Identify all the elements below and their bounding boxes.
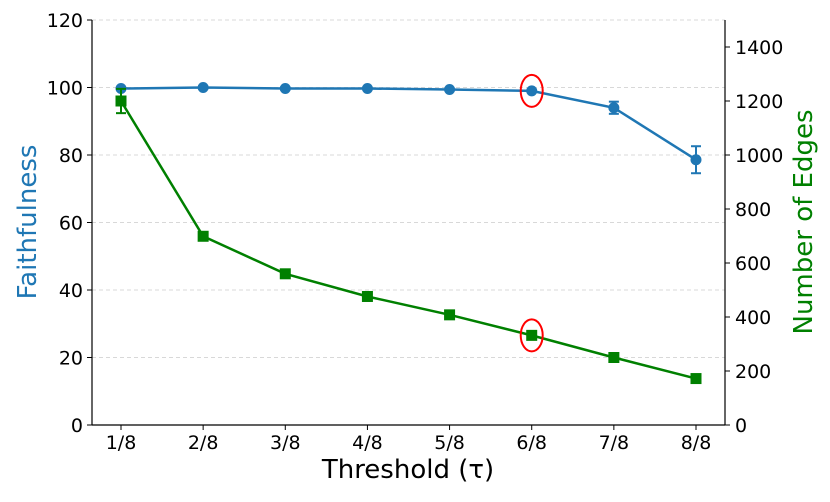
series-line-1 (119, 100, 697, 380)
y-right-tick-label: 400 (735, 307, 771, 329)
data-point-square (115, 95, 127, 107)
data-point-square (279, 268, 291, 280)
y-left-tick-label: 100 (47, 78, 83, 100)
y-right-tick-label: 1000 (735, 145, 783, 167)
y-right-axis-label: Number of Edges (789, 109, 819, 334)
x-tick-label: 2/8 (188, 432, 219, 454)
data-point-circle (361, 83, 373, 95)
x-tick-label: 8/8 (681, 432, 712, 454)
data-point-square (690, 373, 702, 385)
x-tick-label: 1/8 (106, 432, 137, 454)
y-right-tick-label: 1200 (735, 91, 783, 113)
y-right-tick-label: 600 (735, 253, 771, 275)
x-axis-label: Threshold (τ) (321, 455, 494, 485)
data-point-square (526, 329, 538, 341)
x-tick-label: 5/8 (434, 432, 465, 454)
y-left-axis-label: Faithfulness (13, 145, 43, 300)
data-point-square (444, 309, 456, 321)
data-point-circle (279, 83, 291, 95)
data-point-circle (197, 82, 209, 93)
y-right-tick-label: 800 (735, 199, 771, 221)
x-tick-label: 3/8 (270, 432, 301, 454)
y-right-tick-label: 200 (735, 361, 771, 383)
highlight-ellipse (519, 318, 544, 353)
y-right-tick-label: 0 (735, 415, 747, 437)
data-point-circle (608, 102, 620, 114)
highlight-ellipse (519, 73, 544, 108)
data-point-square (608, 352, 620, 363)
data-point-square (197, 230, 209, 242)
y-left-tick-label: 20 (59, 348, 83, 370)
y-left-tick-label: 120 (47, 10, 83, 32)
y-left-tick-label: 80 (59, 145, 83, 167)
series-line-0 (120, 86, 697, 161)
x-tick-label: 4/8 (352, 432, 383, 454)
data-point-circle (690, 154, 702, 166)
data-point-square (361, 290, 373, 302)
y-left-tick-label: 40 (59, 280, 83, 302)
x-tick-label: 6/8 (516, 432, 547, 454)
x-tick-label: 7/8 (599, 432, 630, 454)
y-left-tick-label: 60 (59, 213, 83, 235)
y-left-tick-label: 0 (71, 415, 83, 437)
y-right-tick-label: 1400 (735, 37, 783, 59)
data-point-circle (444, 84, 456, 96)
data-point-circle (526, 85, 538, 97)
